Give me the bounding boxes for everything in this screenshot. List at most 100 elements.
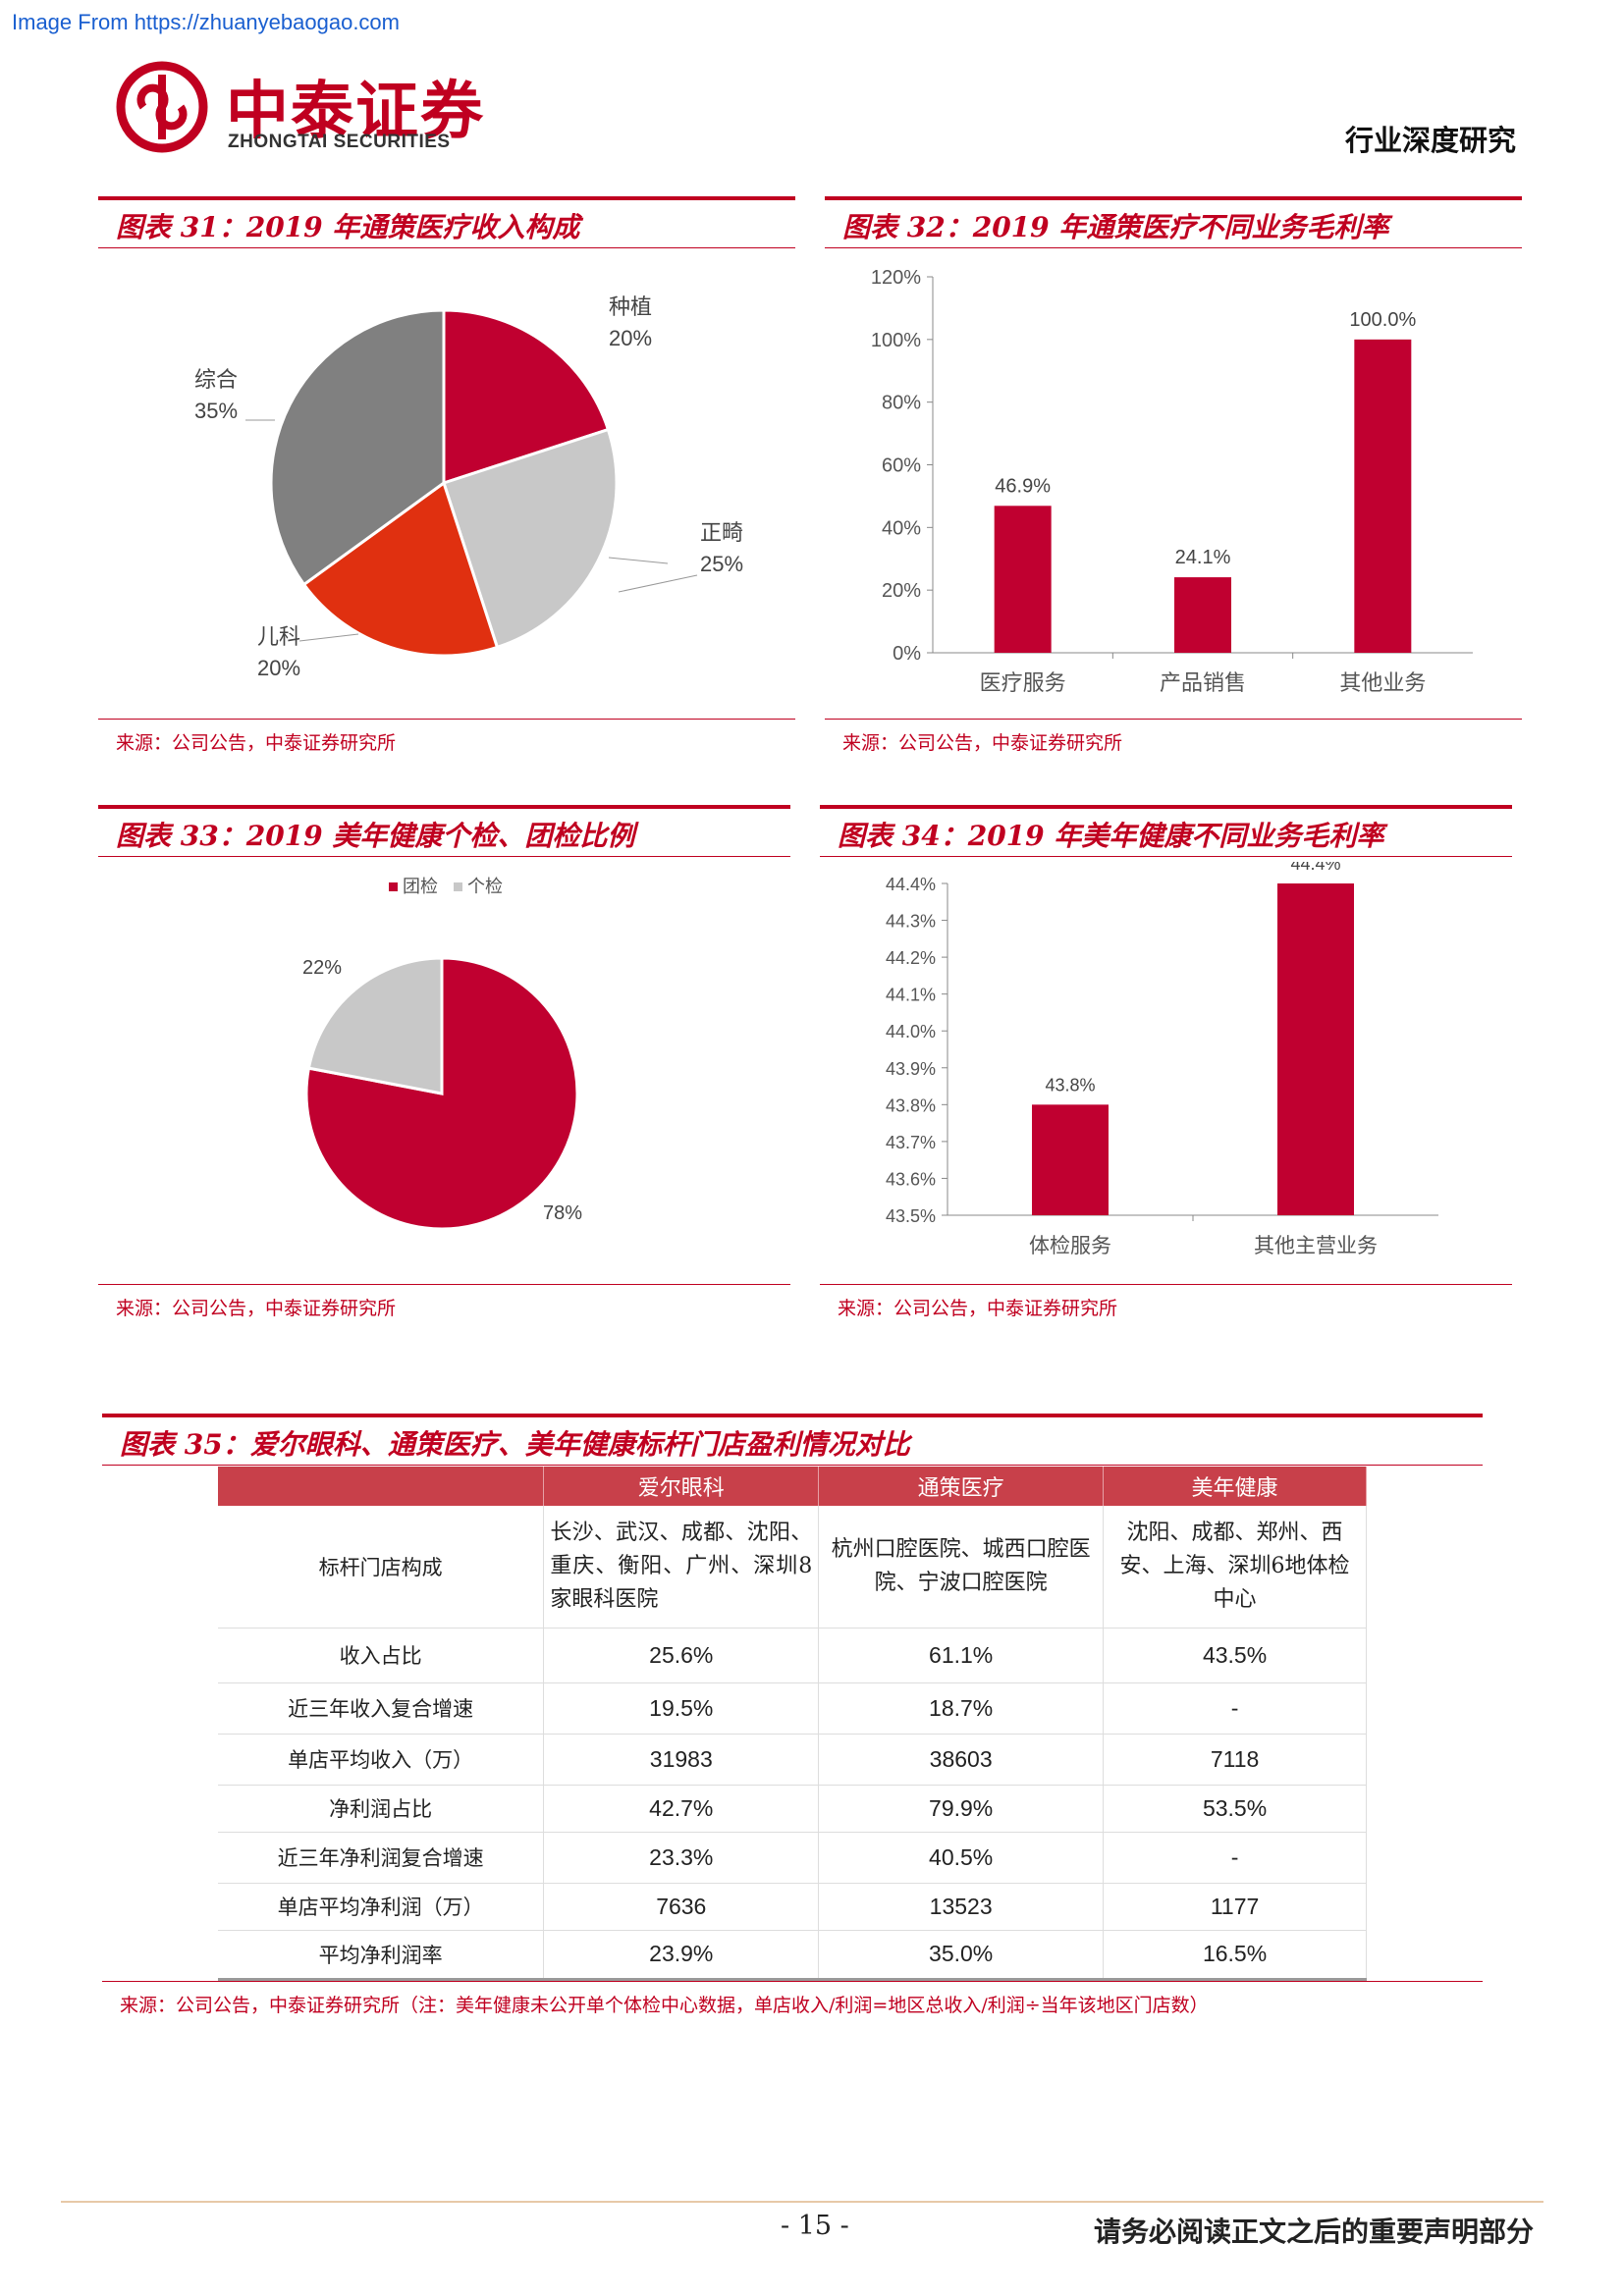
y-tick-label: 40% (882, 517, 921, 539)
y-tick-label: 43.5% (886, 1206, 936, 1226)
cell: 18.7% (818, 1682, 1105, 1735)
fig31-pie-chart: 种植 20% 正畸 25% 儿科 20% 综合 35% (194, 294, 743, 680)
row-label: 平均净利润率 (218, 1930, 545, 1981)
category-label-2: 其他业务 (1339, 670, 1426, 695)
row-label: 收入占比 (218, 1628, 545, 1683)
fig35-source: 来源：公司公告，中泰证券研究所（注：美年健康未公开单个体检中心数据，单店收入/利… (120, 1995, 1209, 2016)
fig33-pie-chart: 团检 个检 78% 22% (302, 877, 582, 1231)
row-label: 单店平均收入（万） (218, 1734, 545, 1786)
legend-label-tuanjian: 团检 (403, 877, 438, 896)
slice-label-zhongzhi: 种植 (609, 294, 652, 319)
cell: 19.5% (543, 1682, 820, 1735)
cell: 沈阳、成都、郑州、西安、上海、深圳6地体检中心 (1103, 1506, 1367, 1629)
slice-value-erke: 20% (257, 656, 300, 680)
leader-line (618, 574, 698, 593)
fig31-source: 来源：公司公告，中泰证券研究所 (116, 732, 397, 754)
y-tick-label: 20% (882, 580, 921, 602)
cell: 35.0% (818, 1930, 1105, 1981)
slice-value-gejian: 22% (302, 957, 342, 979)
slice-label-zonghe: 综合 (194, 367, 238, 392)
bar-0 (994, 506, 1052, 653)
cell: 38603 (818, 1734, 1105, 1786)
header-tongce: 通策医疗 (818, 1467, 1105, 1506)
table-row: 平均净利润率 23.9% 35.0% 16.5% (218, 1930, 1367, 1981)
y-tick-label: 44.1% (886, 986, 936, 1005)
y-tick-label: 44.4% (886, 875, 936, 894)
cell: - (1103, 1832, 1367, 1884)
document-type: 行业深度研究 (1344, 124, 1516, 157)
row-label: 净利润占比 (218, 1785, 545, 1833)
y-tick-label: 0% (893, 643, 921, 665)
leader-line (608, 557, 669, 564)
bar-2 (1354, 339, 1412, 653)
header-meinian: 美年健康 (1103, 1467, 1367, 1506)
table-row: 收入占比 25.6% 61.1% 43.5% (218, 1628, 1367, 1683)
fig32-bar-chart: 0% 20% 40% 60% 80% 100% 120% 46.9% 医疗服务 24.1% 产品销售… (871, 267, 1473, 695)
cell: 43.5% (1103, 1628, 1367, 1683)
cell: 16.5% (1103, 1930, 1367, 1981)
pie-slice-2 (301, 480, 500, 658)
comparison-table: 爱尔眼科 通策医疗 美年健康 标杆门店构成 长沙、武汉、成都、沈阳、重庆、衡阳、… (218, 1467, 1367, 1981)
row-label: 标杆门店构成 (218, 1506, 545, 1629)
legend-swatch-tuanjian (389, 882, 398, 891)
category-label-1: 产品销售 (1160, 670, 1246, 695)
y-tick-label: 44.0% (886, 1022, 936, 1041)
cell: 25.6% (543, 1628, 820, 1683)
legend-swatch-gejian (454, 882, 462, 891)
cell: 40.5% (818, 1832, 1105, 1884)
cell: 23.3% (543, 1832, 820, 1884)
cell: 13523 (818, 1883, 1105, 1931)
leader-line (298, 633, 359, 642)
category-label-1: 其他主营业务 (1254, 1235, 1378, 1257)
cell: 杭州口腔医院、城西口腔医院、宁波口腔医院 (818, 1506, 1105, 1629)
footer-divider (61, 2201, 1543, 2203)
cell: 42.7% (543, 1785, 820, 1833)
fig35-title: 图表 35：爱尔眼科、通策医疗、美年健康标杆门店盈利情况对比 (120, 1428, 910, 1461)
y-tick-label: 44.3% (886, 912, 936, 932)
row-label: 近三年净利润复合增速 (218, 1832, 545, 1884)
zhongtai-logo-icon (116, 61, 208, 153)
fig32-source: 来源：公司公告，中泰证券研究所 (842, 732, 1123, 754)
pie-slice-1 (306, 956, 444, 1095)
pie-slice-3 (269, 308, 446, 587)
fig34-source: 来源：公司公告，中泰证券研究所 (838, 1298, 1118, 1319)
cell: 61.1% (818, 1628, 1105, 1683)
footer-disclaimer: 请务必阅读正文之后的重要声明部分 (1093, 2216, 1534, 2248)
table-header-row: 爱尔眼科 通策医疗 美年健康 (218, 1467, 1367, 1506)
cell: 长沙、武汉、成都、沈阳、重庆、衡阳、广州、深圳8家眼科医院 (543, 1506, 820, 1629)
cell: 79.9% (818, 1785, 1105, 1833)
table-row: 单店平均收入（万） 31983 38603 7118 (218, 1734, 1367, 1786)
y-tick-label: 100% (871, 330, 921, 351)
bar-1 (1174, 577, 1231, 653)
slice-value-zonghe: 35% (194, 399, 238, 423)
slice-value-zhengji: 25% (700, 552, 743, 576)
y-tick-label: 43.8% (886, 1095, 936, 1115)
y-tick-label: 43.9% (886, 1059, 936, 1079)
table-row: 近三年净利润复合增速 23.3% 40.5% - (218, 1832, 1367, 1884)
y-tick-label: 120% (871, 267, 921, 289)
data-label-2: 100.0% (1349, 309, 1416, 331)
slice-value-tuanjian: 78% (543, 1202, 582, 1224)
legend-label-gejian: 个检 (467, 877, 503, 896)
category-label-0: 体检服务 (1029, 1235, 1111, 1257)
pie-slice-1 (442, 427, 619, 650)
pie-slice-0 (442, 308, 611, 486)
cell: 53.5% (1103, 1785, 1367, 1833)
fig31-title: 图表 31：2019 年通策医疗收入构成 (116, 211, 580, 243)
slice-label-zhengji: 正畸 (700, 520, 743, 545)
bar-0 (1032, 1104, 1109, 1215)
header-aier: 爱尔眼科 (543, 1467, 820, 1506)
bar-1 (1277, 883, 1354, 1215)
cell: 23.9% (543, 1930, 820, 1981)
category-label-0: 医疗服务 (980, 670, 1066, 695)
header-blank (218, 1467, 545, 1506)
fig32-title: 图表 32：2019 年通策医疗不同业务毛利率 (842, 211, 1389, 243)
y-tick-label: 43.6% (886, 1169, 936, 1189)
table-row: 标杆门店构成 长沙、武汉、成都、沈阳、重庆、衡阳、广州、深圳8家眼科医院 杭州口… (218, 1506, 1367, 1629)
data-label-1: 24.1% (1175, 547, 1231, 568)
fig33-title: 图表 33：2019 美年健康个检、团检比例 (116, 820, 635, 852)
logo-text-cn: 中泰证券 (226, 76, 485, 148)
fig34-bar-chart: 43.5% 43.6% 43.7% 43.8% 43.9% 44.0% 44.1% 44.2%… (886, 862, 1438, 1257)
fig34-title: 图表 34：2019 年美年健康不同业务毛利率 (838, 820, 1384, 852)
slice-label-erke: 儿科 (257, 624, 300, 649)
